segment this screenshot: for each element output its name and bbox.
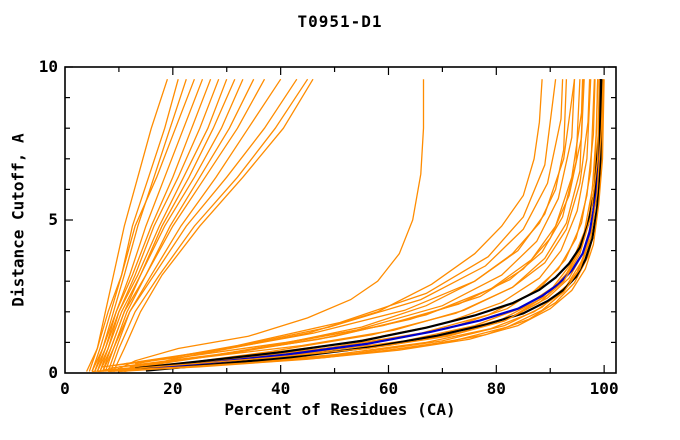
model-R1-curve (108, 79, 605, 373)
y-tick-label-0: 0 (48, 363, 58, 382)
model-M1-curve (113, 79, 425, 373)
model-R21-curve (102, 79, 581, 368)
model-L10-curve (96, 78, 244, 372)
model-L6-curve (91, 78, 212, 372)
highlight-model-curve (140, 79, 602, 371)
x-axis-title: Percent of Residues (CA) (224, 400, 456, 419)
model-L14-curve (102, 78, 298, 372)
model-R6-curve (135, 79, 599, 371)
model-L16-curve (112, 78, 314, 372)
model-L13-curve (107, 78, 282, 372)
model-R9-curve (140, 79, 592, 370)
model-L4-curve (86, 78, 196, 372)
x-tick-label-100: 100 (589, 379, 619, 398)
x-tick-label-0: 0 (60, 379, 70, 398)
y-tick-label-10: 10 (38, 57, 58, 76)
model-R7-curve (124, 79, 596, 370)
x-tick-label-60: 60 (378, 379, 399, 398)
model-R15-curve (134, 79, 557, 365)
model-R20-curve (156, 79, 596, 368)
model-L2-curve (91, 79, 179, 372)
chart-title: T0951-D1 (297, 12, 383, 31)
model-R22-curve (167, 79, 585, 367)
model-R16-curve (97, 79, 604, 373)
model-L12-curve (99, 78, 266, 372)
x-tick-label-40: 40 (271, 379, 291, 398)
y-tick-label-5: 5 (48, 210, 58, 229)
model-R12-curve (113, 79, 576, 367)
model-R14-curve (124, 79, 564, 365)
x-tick-label-20: 20 (163, 379, 183, 398)
model-L8-curve (94, 78, 228, 372)
model-R19-curve (91, 79, 600, 373)
model-L15-curve (110, 78, 309, 372)
y-axis-title: Distance Cutoff, A (8, 133, 28, 307)
x-tick-label-80: 80 (486, 379, 506, 398)
model-R13-curve (145, 79, 576, 367)
